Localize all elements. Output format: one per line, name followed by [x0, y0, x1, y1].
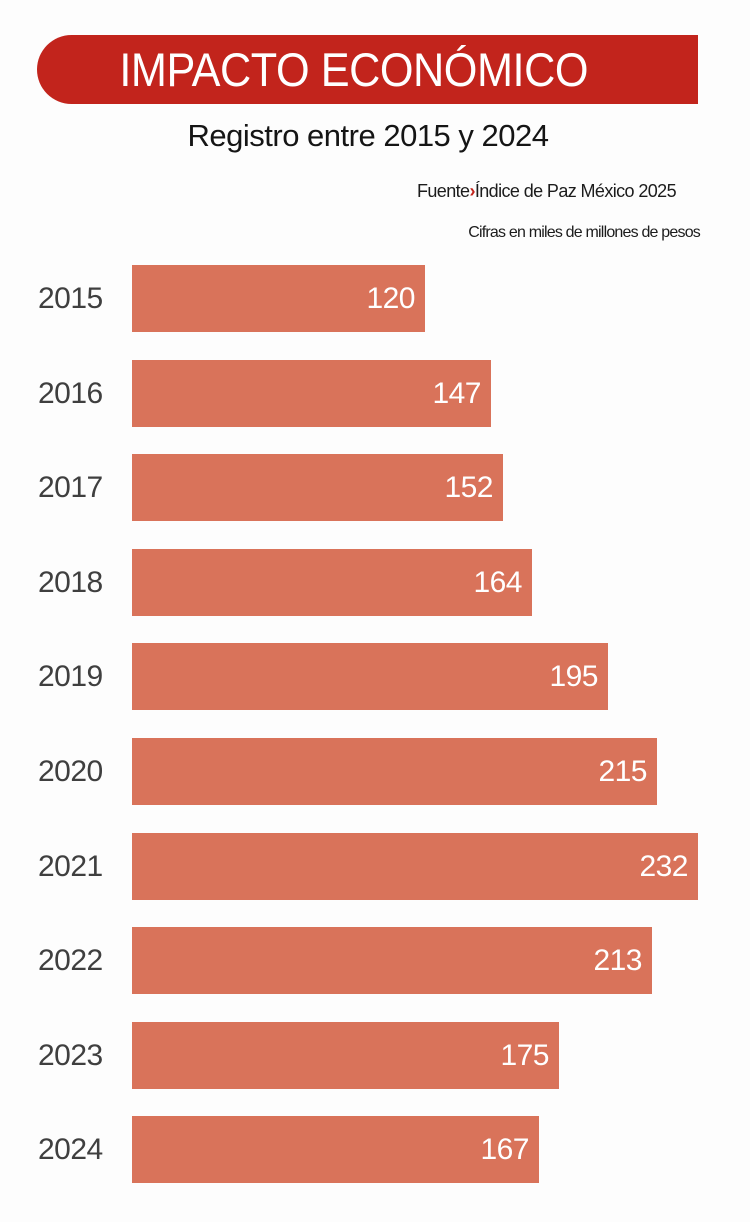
bar-row: 2023 175: [0, 1021, 750, 1089]
source-label: Fuente: [417, 181, 470, 201]
value-label: 152: [444, 471, 493, 505]
value-label: 213: [593, 944, 642, 978]
value-label: 232: [639, 849, 688, 883]
value-label: 167: [480, 1133, 529, 1167]
bar-row: 2024 167: [0, 1116, 750, 1184]
bar-row: 2018 164: [0, 548, 750, 616]
bar-row: 2016 147: [0, 359, 750, 427]
bar: 152: [132, 454, 503, 522]
value-label: 175: [500, 1038, 549, 1072]
year-label: 2020: [38, 755, 103, 788]
bar: 120: [132, 265, 425, 332]
bar-row: 2022 213: [0, 927, 750, 995]
value-label: 215: [598, 755, 647, 788]
source-value: Índice de Paz México 2025: [474, 181, 677, 201]
bar: 215: [132, 738, 657, 805]
value-label: 195: [549, 660, 598, 694]
value-label: 120: [366, 282, 415, 315]
bar: 147: [132, 359, 491, 427]
bar-row: 2020 215: [0, 738, 750, 805]
year-label: 2024: [38, 1133, 103, 1167]
year-label: 2015: [38, 282, 103, 315]
chart-subtitle: Registro entre 2015 y 2024: [187, 118, 549, 153]
year-label: 2022: [38, 944, 103, 978]
title-banner: IMPACTO ECONÓMICO: [37, 35, 698, 104]
bar: 232: [132, 832, 698, 900]
year-label: 2023: [38, 1038, 103, 1072]
year-label: 2018: [38, 565, 103, 599]
value-label: 147: [432, 376, 481, 410]
bar-row: 2021 232: [0, 832, 750, 900]
units-note: Cifras en miles de millones de pesos: [468, 224, 701, 241]
bar: 195: [132, 643, 608, 711]
bar: 175: [132, 1021, 559, 1089]
year-label: 2016: [38, 376, 103, 410]
value-label: 164: [473, 565, 522, 599]
bar-row: 2017 152: [0, 454, 750, 522]
chart-title: IMPACTO ECONÓMICO: [119, 43, 588, 96]
bar: 164: [132, 548, 532, 616]
year-label: 2017: [38, 471, 103, 505]
year-label: 2019: [38, 660, 103, 694]
bar: 167: [132, 1116, 539, 1184]
bar-row: 2019 195: [0, 643, 750, 711]
year-label: 2021: [38, 849, 103, 883]
bar: 213: [132, 927, 652, 995]
bar-row: 2015 120: [0, 265, 750, 332]
source-separator-icon: ›: [469, 181, 475, 201]
source-note: Fuente›Índice de Paz México 2025: [417, 181, 677, 202]
